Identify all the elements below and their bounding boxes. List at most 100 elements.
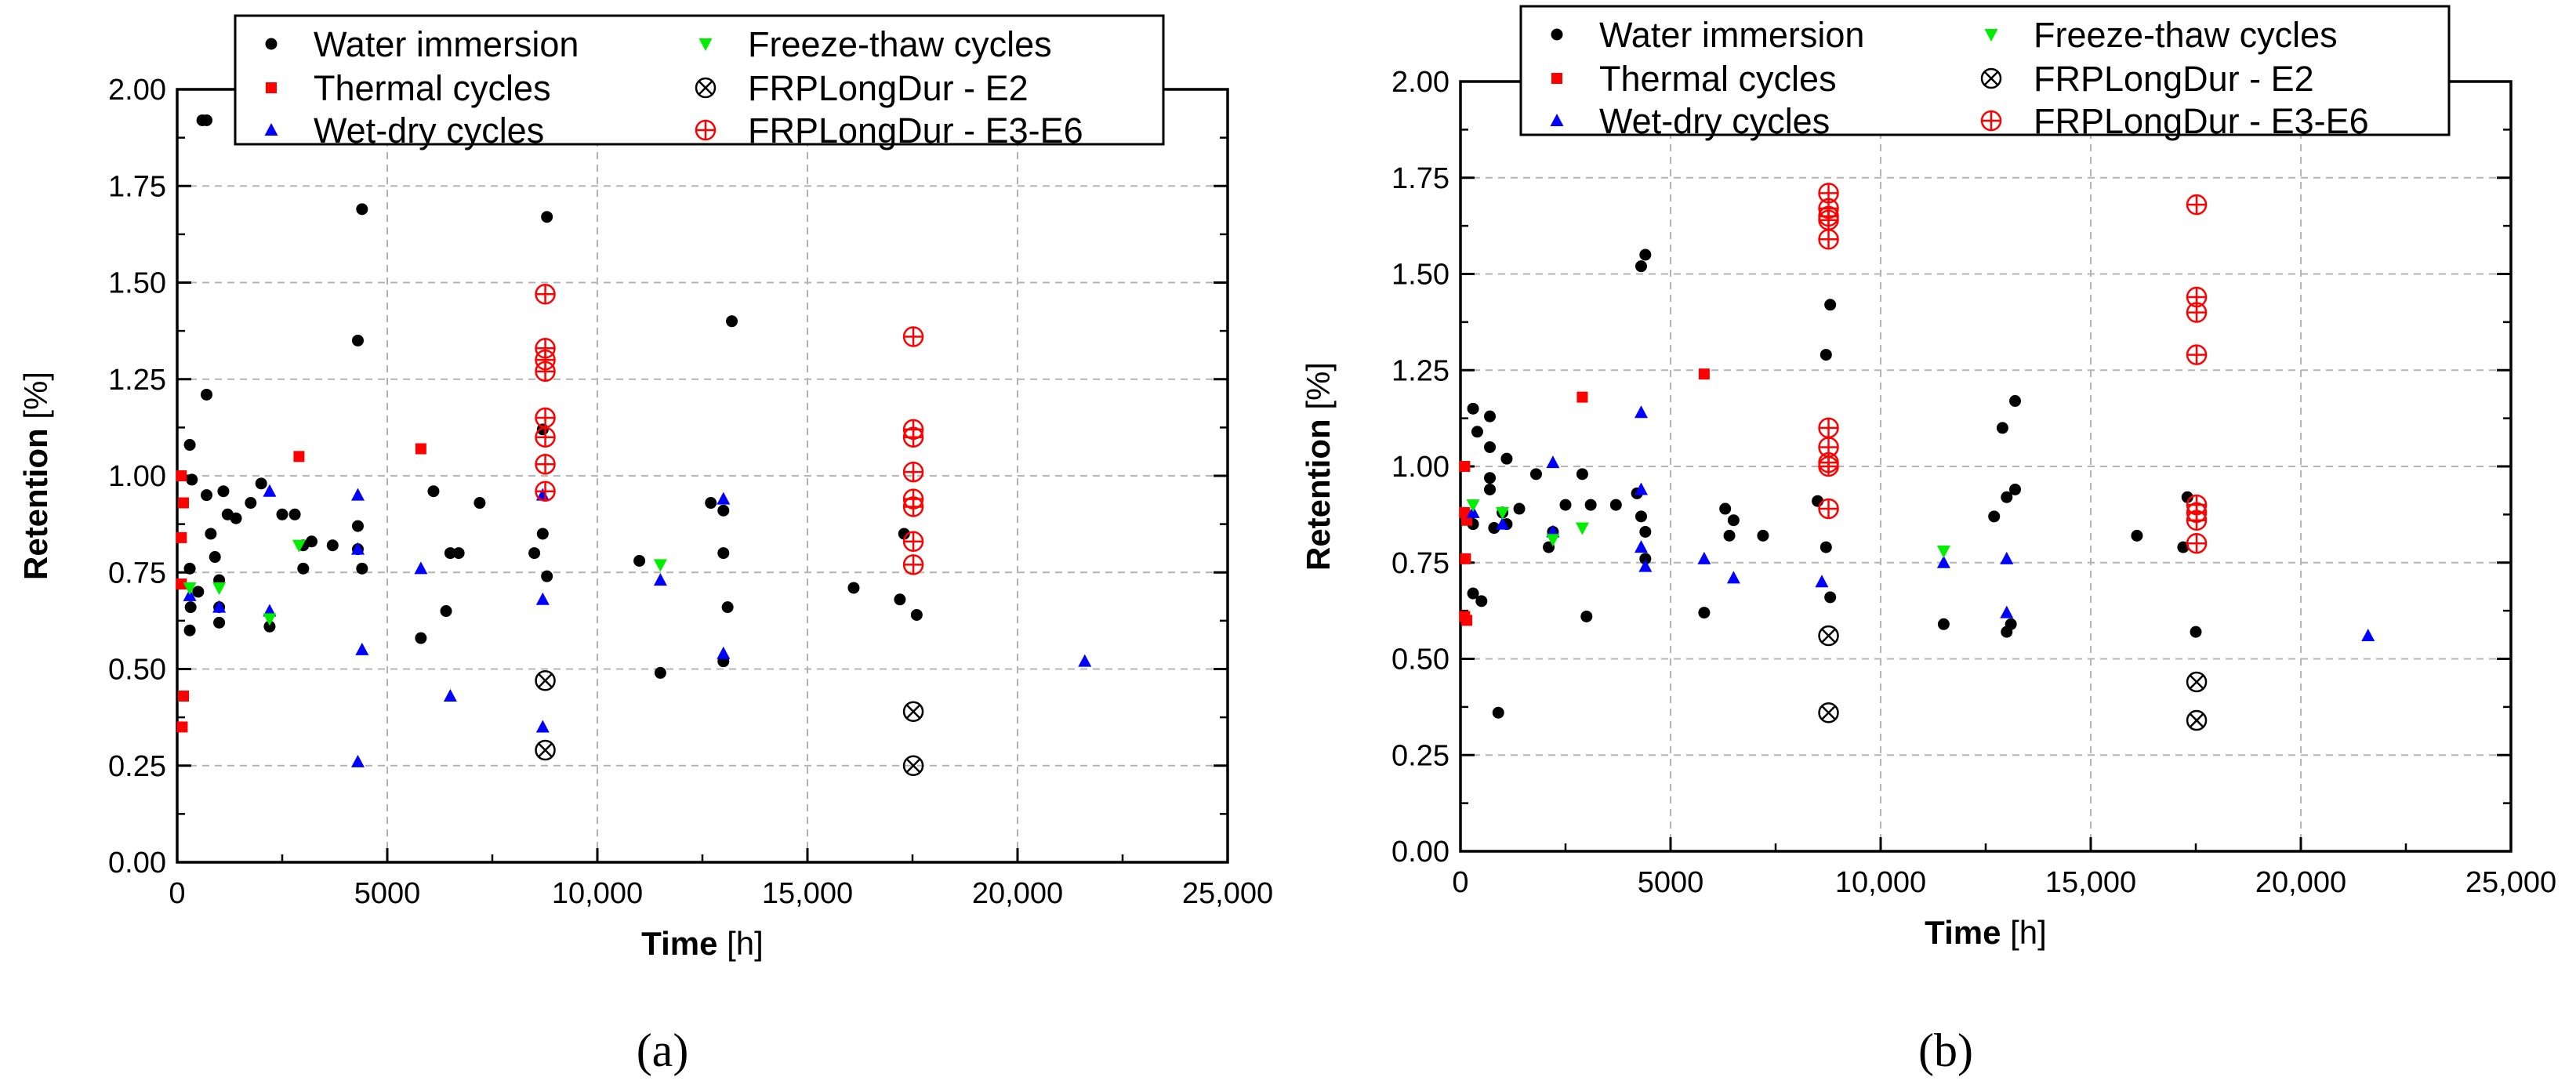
data-point (414, 561, 428, 575)
data-point (902, 461, 924, 483)
legend-item-frplongdur-e3-e6: FRPLongDur - E3-E6 (695, 111, 1083, 151)
data-point (415, 443, 426, 455)
data-point (1584, 499, 1597, 511)
data-point (1492, 706, 1504, 719)
x-axis-label: Time [h] (1925, 914, 2047, 951)
series-water-immersion (1463, 248, 2202, 719)
y-tick-label: 2.00 (1391, 66, 1449, 99)
data-point (1580, 610, 1593, 622)
legend-label: FRPLongDur - E3-E6 (2034, 101, 2369, 141)
marker-cross (1983, 71, 1999, 86)
data-point (902, 531, 924, 553)
data-point (443, 689, 457, 702)
x-tick-label: 20,000 (2255, 866, 2346, 899)
data-point (184, 601, 197, 614)
series-wet-dry-cycles (183, 484, 1092, 767)
data-point (2186, 194, 2208, 216)
data-point (217, 485, 230, 498)
data-point (1815, 575, 1829, 588)
data-point (293, 451, 305, 462)
series-freeze-thaw-cycles (1466, 499, 1950, 559)
chart-panel-a: 0 5000 10,000 15,000 20,000 25,000 0.00 0.25 0.5… (17, 14, 1273, 1076)
data-point (1818, 229, 1839, 250)
data-point (2186, 671, 2208, 693)
chart-panel-b: 0 5000 10,000 15,000 20,000 25,000 0.00 0.25 0.5… (1300, 5, 2556, 1076)
x-tick-label: 0 (169, 877, 185, 910)
data-point (1634, 510, 1647, 523)
data-point (535, 670, 556, 691)
legend-marker (1551, 28, 1563, 41)
data-point (1639, 248, 1652, 261)
data-point (1818, 498, 1839, 520)
marker-ring (1818, 702, 1839, 724)
legend-marker (264, 123, 278, 136)
data-point (355, 642, 369, 655)
data-point (176, 721, 188, 733)
marker-cross (2189, 713, 2204, 728)
legend-item-thermal-cycles: Thermal cycles (266, 68, 551, 108)
marker-ring (535, 739, 556, 761)
data-point (1988, 510, 2001, 523)
data-point (276, 508, 288, 520)
data-point (1500, 452, 1513, 465)
series-freeze-thaw-cycles (183, 539, 667, 626)
x-axis-label-bold: Time (1925, 914, 2001, 951)
legend-item-freeze-thaw-cycles: Freeze-thaw cycles (1984, 15, 2338, 55)
data-point (1575, 522, 1589, 535)
data-point (1818, 417, 1839, 439)
legend-label: Freeze-thaw cycles (748, 24, 1052, 64)
legend-marker (695, 77, 717, 99)
data-point (245, 497, 257, 510)
data-point (910, 608, 923, 621)
data-point (1496, 517, 1510, 530)
y-tick-label: 1.50 (1391, 259, 1449, 292)
legend-marker (695, 119, 717, 141)
legend-label: Thermal cycles (314, 68, 551, 108)
data-point (1818, 625, 1839, 647)
data-point (535, 592, 550, 605)
data-point (654, 666, 666, 679)
data-point (2186, 302, 2208, 323)
data-point (201, 489, 213, 502)
data-point (356, 203, 368, 216)
data-point (535, 481, 556, 502)
data-point (1719, 502, 1732, 515)
data-point (2009, 483, 2022, 495)
legend-label: FRPLongDur - E3-E6 (748, 111, 1083, 151)
data-point (1461, 615, 1473, 626)
marker-ring (2186, 671, 2208, 693)
data-point (176, 470, 187, 481)
legend-marker (266, 82, 277, 93)
y-tick-label: 0.25 (108, 750, 166, 783)
data-point (902, 496, 924, 517)
x-tick-label: 10,000 (552, 877, 643, 910)
data-point (1467, 402, 1479, 415)
data-point (1467, 587, 1479, 600)
data-point (176, 531, 187, 543)
marker-cross (538, 673, 553, 688)
data-point (178, 691, 190, 702)
data-point (427, 485, 440, 498)
y-tick-label: 0.50 (108, 654, 166, 687)
data-point (1996, 422, 2008, 434)
marker-cross (538, 742, 553, 758)
data-point (2190, 626, 2202, 638)
data-point (1634, 405, 1648, 419)
data-point (1639, 553, 1652, 565)
y-axis-label-unit: [%] (17, 372, 54, 428)
data-point (209, 551, 221, 564)
y-tick-label: 1.25 (108, 364, 166, 397)
marker-ring (902, 755, 924, 776)
data-point (2005, 618, 2017, 630)
x-tick-label: 25,000 (1182, 877, 1273, 910)
data-point (1698, 368, 1710, 380)
x-tick-label: 5000 (354, 877, 421, 910)
data-point (1726, 571, 1740, 584)
data-point (902, 426, 924, 448)
data-point (1818, 702, 1839, 724)
y-axis-label-bold: Retention (17, 428, 54, 580)
data-point (535, 407, 556, 429)
series-water-immersion (183, 114, 923, 679)
legend-item-frplongdur-e3-e6: FRPLongDur - E3-E6 (1980, 101, 2369, 141)
